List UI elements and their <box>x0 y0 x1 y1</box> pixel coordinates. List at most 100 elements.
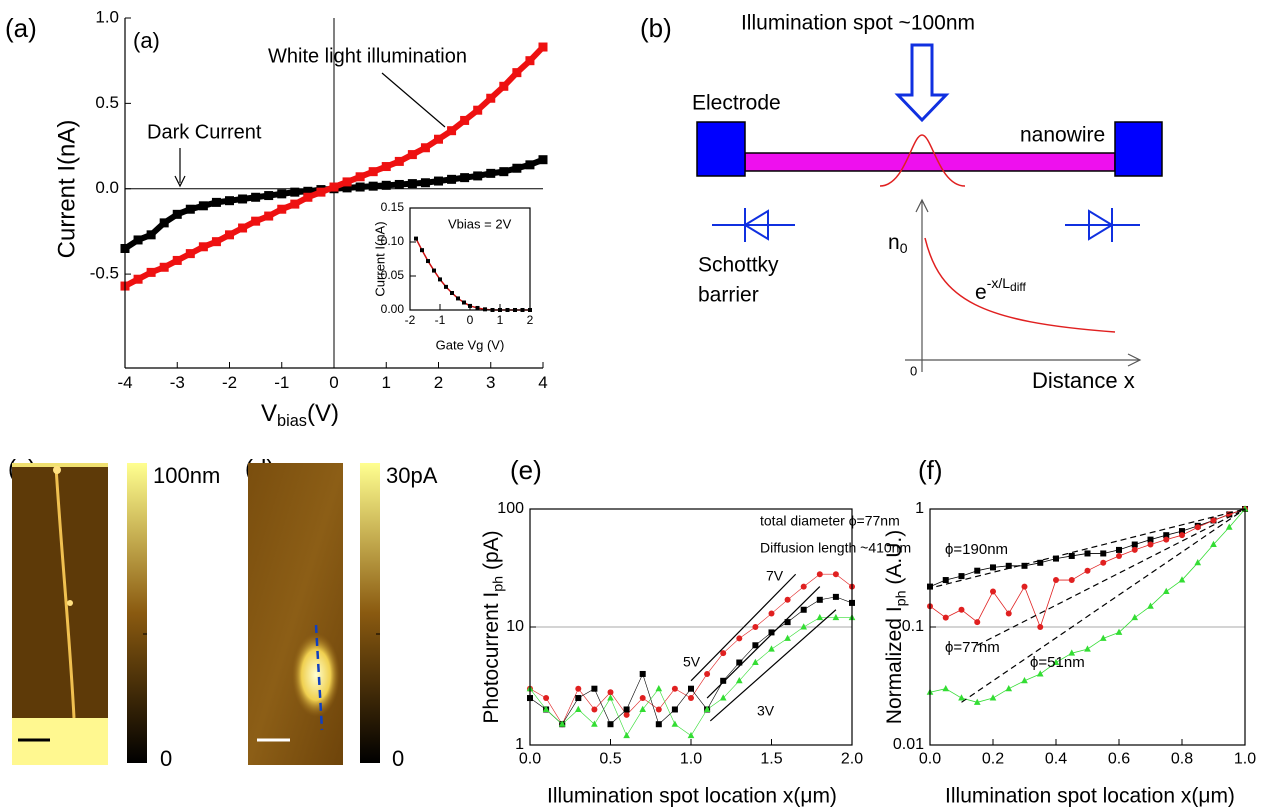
marker <box>958 606 965 613</box>
marker <box>703 705 711 712</box>
plot-frame <box>409 207 531 311</box>
marker <box>639 705 647 712</box>
marker <box>342 183 352 193</box>
marker <box>623 711 630 718</box>
marker <box>655 684 663 692</box>
y-tick-label: 0.15 <box>381 200 405 214</box>
colorbar-label: 0 <box>160 746 172 771</box>
y-tick-label: 10 <box>506 618 524 635</box>
marker <box>447 174 457 184</box>
marker <box>368 181 378 191</box>
marker <box>225 196 234 206</box>
series-label: ϕ=77nm <box>945 639 1000 656</box>
x-tick-label: -4 <box>117 373 132 392</box>
colorbar <box>127 463 147 763</box>
plot: 0.01 0.1 1 0.0 0.2 0.4 0.6 0.8 1.0 ϕ=190nm ϕ=77nm ϕ… <box>893 455 1256 768</box>
marker <box>434 134 443 144</box>
marker <box>719 694 727 701</box>
text: e <box>975 281 987 304</box>
annotation: 3V <box>757 703 775 719</box>
marker <box>264 211 274 221</box>
marker <box>473 171 483 181</box>
marker <box>1084 645 1091 652</box>
text: ph <box>893 590 909 606</box>
diagram-title: Illumination spot ~100nm <box>741 12 975 35</box>
marker <box>607 689 614 696</box>
x-tick-label: 2 <box>527 313 534 327</box>
marker <box>1163 532 1170 539</box>
marker <box>1037 559 1044 566</box>
marker <box>671 685 678 692</box>
annotation: total diameter ϕ=77nm <box>760 513 900 529</box>
marker <box>251 216 261 226</box>
text: Photocurrent I <box>480 592 503 724</box>
marker <box>1053 577 1059 584</box>
arrow-head <box>174 175 186 188</box>
marker <box>768 610 775 617</box>
marker <box>575 695 582 702</box>
marker <box>303 192 313 202</box>
panel-label: (a) <box>5 13 37 43</box>
marker <box>394 179 404 189</box>
marker <box>942 614 949 621</box>
diode <box>1065 208 1140 242</box>
photocurrent-spot <box>292 633 340 717</box>
marker <box>198 242 208 252</box>
marker <box>525 56 535 66</box>
text: 0 <box>900 240 908 256</box>
y-tick-label: 100 <box>497 500 524 517</box>
axis-label: Distance x <box>1032 368 1135 393</box>
y-tick-label: 1.0 <box>95 7 119 26</box>
axes <box>905 198 1142 372</box>
x-tick-label: 0 <box>329 373 338 392</box>
marker <box>1179 532 1185 539</box>
x-tick-label: 1 <box>497 313 504 327</box>
marker <box>688 695 694 702</box>
marker <box>1147 602 1154 609</box>
marker <box>329 182 339 192</box>
y-tick-label: 0.05 <box>381 268 405 282</box>
marker <box>942 577 949 584</box>
text: bias <box>277 413 307 431</box>
colorbar-label: 0 <box>392 746 404 771</box>
marker <box>1225 523 1233 530</box>
marker <box>381 180 391 190</box>
image <box>248 463 343 765</box>
x-tick-label: 1.0 <box>680 751 702 768</box>
marker <box>198 201 208 211</box>
marker <box>146 267 156 277</box>
marker <box>990 564 996 571</box>
marker <box>432 268 436 273</box>
marker <box>290 199 300 209</box>
marker <box>671 720 679 727</box>
image <box>12 463 108 467</box>
text: V <box>261 400 277 427</box>
colorbar <box>360 463 380 763</box>
y-tick-label: 0.10 <box>381 234 405 248</box>
marker <box>277 204 287 214</box>
marker <box>368 167 378 177</box>
marker <box>671 706 678 713</box>
x-tick-label: 4 <box>538 373 547 392</box>
marker <box>512 163 522 173</box>
marker <box>989 694 997 701</box>
marker <box>1021 562 1028 569</box>
marker <box>456 296 460 301</box>
marker <box>538 42 548 52</box>
marker <box>639 670 646 677</box>
x-tick-label: -1 <box>274 373 289 392</box>
marker <box>420 248 424 253</box>
text: n <box>888 231 900 254</box>
annotation: White light illumination <box>268 45 467 67</box>
marker <box>1100 550 1107 557</box>
marker <box>1021 583 1028 590</box>
marker <box>172 209 182 219</box>
x-tick-label: -1 <box>435 313 446 327</box>
marker <box>1037 624 1044 630</box>
marker <box>623 731 630 739</box>
nanowire <box>53 466 61 474</box>
marker <box>752 624 759 630</box>
marker <box>1116 552 1122 559</box>
marker <box>394 156 404 166</box>
